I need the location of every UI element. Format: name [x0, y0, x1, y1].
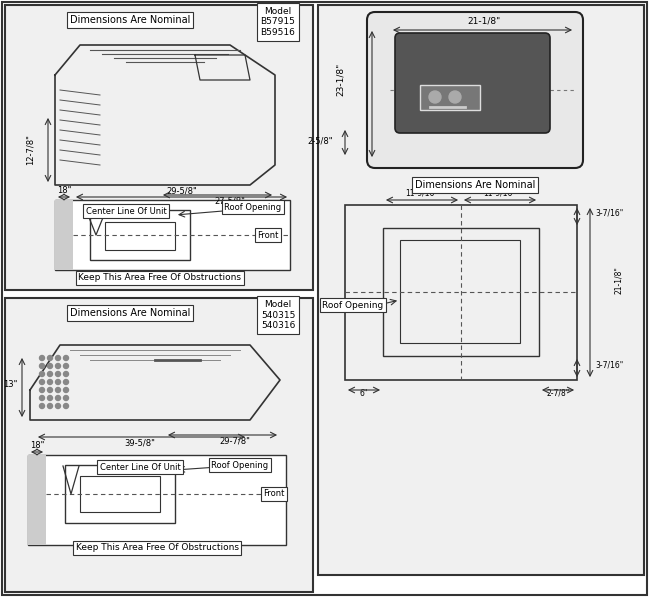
Text: Dimensions Are Nominal: Dimensions Are Nominal: [70, 15, 190, 25]
Text: Roof Opening: Roof Opening: [323, 300, 384, 309]
Circle shape: [64, 371, 69, 377]
Circle shape: [40, 395, 45, 401]
Text: Keep This Area Free Of Obstructions: Keep This Area Free Of Obstructions: [75, 543, 238, 552]
Text: 11-9/16": 11-9/16": [406, 189, 439, 198]
Circle shape: [47, 364, 53, 368]
Circle shape: [64, 387, 69, 392]
Text: 18": 18": [57, 186, 71, 195]
Bar: [80, 476, 160, 512]
Bar: [5, 5, 313, 290]
Bar: [65, 465, 175, 523]
Circle shape: [47, 380, 53, 384]
Bar: [55, 200, 290, 270]
Circle shape: [56, 355, 60, 361]
Text: 2-7/8": 2-7/8": [546, 389, 570, 398]
Circle shape: [64, 395, 69, 401]
Bar: [28, 455, 286, 545]
Circle shape: [47, 395, 53, 401]
Text: Front: Front: [263, 490, 285, 498]
Circle shape: [40, 380, 45, 384]
Circle shape: [47, 387, 53, 392]
Circle shape: [56, 387, 60, 392]
FancyBboxPatch shape: [367, 12, 583, 168]
Bar: [5, 298, 313, 592]
Text: Front: Front: [257, 230, 278, 239]
Circle shape: [40, 355, 45, 361]
Bar: [90, 210, 190, 260]
Text: 3-7/16": 3-7/16": [595, 361, 623, 370]
Bar: [420, 85, 480, 110]
Text: 12-7/8": 12-7/8": [25, 134, 34, 165]
Text: 21-1/8": 21-1/8": [613, 266, 622, 294]
Text: 27-5/8": 27-5/8": [215, 196, 245, 205]
Text: 39-5/8": 39-5/8": [125, 438, 156, 447]
Circle shape: [56, 371, 60, 377]
Text: 23-1/8": 23-1/8": [336, 63, 345, 96]
Circle shape: [47, 404, 53, 408]
Bar: [28, 455, 46, 545]
Circle shape: [47, 371, 53, 377]
Text: 29-5/8": 29-5/8": [167, 186, 197, 195]
Text: 11-9/16": 11-9/16": [484, 189, 517, 198]
Text: 6": 6": [360, 389, 368, 398]
Text: Model
B57915
B59516: Model B57915 B59516: [260, 7, 295, 37]
Text: Center Line Of Unit: Center Line Of Unit: [86, 207, 166, 216]
Circle shape: [40, 404, 45, 408]
Circle shape: [56, 404, 60, 408]
Circle shape: [40, 364, 45, 368]
Text: 18": 18": [30, 441, 44, 450]
Circle shape: [56, 380, 60, 384]
Circle shape: [56, 364, 60, 368]
Bar: [105, 222, 175, 250]
Text: Keep This Area Free Of Obstructions: Keep This Area Free Of Obstructions: [79, 273, 241, 282]
Text: 13": 13": [3, 380, 17, 389]
Circle shape: [40, 387, 45, 392]
Circle shape: [40, 371, 45, 377]
Text: Roof Opening: Roof Opening: [212, 460, 269, 469]
Bar: [345, 205, 577, 380]
Bar: [383, 228, 539, 356]
Text: Dimensions Are Nominal: Dimensions Are Nominal: [415, 180, 535, 190]
Text: Model
540315
540316: Model 540315 540316: [261, 300, 295, 330]
Text: 2-5/8": 2-5/8": [307, 136, 333, 145]
Text: 29-7/8": 29-7/8": [219, 436, 251, 445]
Bar: [55, 200, 73, 270]
Circle shape: [47, 355, 53, 361]
Bar: [400, 240, 520, 343]
Circle shape: [449, 91, 461, 103]
Bar: [318, 5, 644, 575]
Text: 21-1/8": 21-1/8": [467, 16, 500, 25]
Circle shape: [64, 364, 69, 368]
FancyBboxPatch shape: [395, 33, 550, 133]
Circle shape: [64, 380, 69, 384]
Text: 3-7/16": 3-7/16": [595, 209, 623, 218]
Circle shape: [429, 91, 441, 103]
Circle shape: [56, 395, 60, 401]
Text: Center Line Of Unit: Center Line Of Unit: [100, 463, 180, 472]
Circle shape: [64, 355, 69, 361]
Text: Dimensions Are Nominal: Dimensions Are Nominal: [70, 308, 190, 318]
Text: Roof Opening: Roof Opening: [225, 202, 282, 211]
Circle shape: [64, 404, 69, 408]
